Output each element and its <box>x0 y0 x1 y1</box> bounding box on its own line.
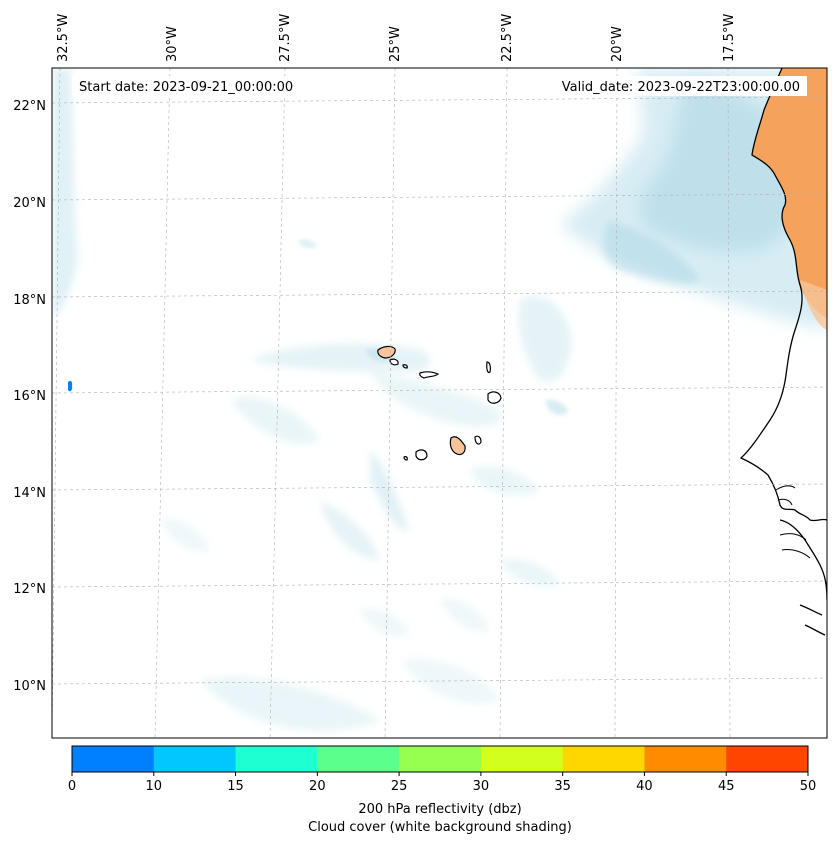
lat-label: 12°N <box>13 582 46 597</box>
cape-verde-islands <box>377 345 502 461</box>
colorbar-tick-label: 20 <box>309 779 326 794</box>
lat-label: 14°N <box>13 486 46 501</box>
island-santiago <box>449 436 466 456</box>
lat-label: 10°N <box>13 679 46 694</box>
colorbar-segment <box>644 746 727 772</box>
lon-label: 32.5°W <box>56 14 71 62</box>
lon-label: 25°W <box>388 26 403 62</box>
valid-date-box <box>540 76 807 96</box>
island-santa-luzia <box>402 364 408 369</box>
colorbar-segment <box>726 746 809 772</box>
colorbar-tick-label: 35 <box>554 779 571 794</box>
land-area <box>752 68 827 330</box>
lat-label: 22°N <box>13 99 46 114</box>
colorbar-tick-label: 50 <box>800 779 817 794</box>
map-panel <box>52 68 827 738</box>
colorbar-tick-label: 40 <box>636 779 653 794</box>
colorbar-segment <box>399 746 482 772</box>
colorbar-tick-label: 25 <box>391 779 408 794</box>
lon-label: 20°W <box>610 26 625 62</box>
island-fogo <box>415 449 428 461</box>
island-maio <box>474 435 482 445</box>
colorbar-segment <box>72 746 155 772</box>
colorbar-segments <box>72 746 809 772</box>
colorbar-frame <box>71 745 809 773</box>
colorbar: 0 10 15 20 25 30 35 40 45 50 200 hPa reflectivity… <box>68 745 816 835</box>
longitude-labels: 32.5°W 30°W 27.5°W 25°W 22.5°W 20°W 17.5… <box>56 14 737 62</box>
colorbar-segment <box>480 746 564 772</box>
colorbar-title: 200 hPa reflectivity (dbz) <box>358 802 521 817</box>
gridlines <box>52 68 827 738</box>
colorbar-tick-label: 10 <box>146 779 163 794</box>
valid-date-label: Valid_date: 2023-09-22T23:00:00.00 <box>562 80 800 95</box>
colorbar-tick-label: 45 <box>718 779 735 794</box>
island-brava <box>403 456 408 461</box>
island-sao-nicolau <box>419 371 440 379</box>
colorbar-segment <box>317 746 400 772</box>
colorbar-segment <box>235 746 318 772</box>
lat-label: 18°N <box>13 293 46 308</box>
colorbar-tick-label: 0 <box>68 779 76 794</box>
lon-label: 17.5°W <box>722 14 737 62</box>
island-sal <box>486 361 491 374</box>
coastline-detail <box>775 485 811 559</box>
coastline <box>739 68 827 522</box>
coastline-south <box>779 519 827 636</box>
lat-label: 20°N <box>13 196 46 211</box>
colorbar-subtitle: Cloud cover (white background shading) <box>308 820 572 835</box>
colorbar-segment <box>562 746 645 772</box>
map-frame <box>51 67 828 739</box>
reflectivity-cell <box>68 381 73 392</box>
start-date-box <box>72 76 308 96</box>
start-date-label: Start date: 2023-09-21_00:00:00 <box>79 80 293 95</box>
colorbar-tick-label: 30 <box>473 779 490 794</box>
lon-label: 22.5°W <box>500 14 515 62</box>
island-sao-vicente <box>389 358 399 366</box>
colorbar-tick-label: 15 <box>227 779 244 794</box>
colorbar-ticks: 0 10 15 20 25 30 35 40 45 50 <box>68 772 816 794</box>
island-santo-antao <box>377 345 396 359</box>
lon-label: 30°W <box>165 26 180 62</box>
latitude-labels: 22°N 20°N 18°N 16°N 14°N 12°N 10°N <box>13 99 46 694</box>
lat-label: 16°N <box>13 389 46 404</box>
island-boa-vista <box>487 391 502 404</box>
colorbar-segment <box>153 746 237 772</box>
lon-label: 27.5°W <box>278 14 293 62</box>
